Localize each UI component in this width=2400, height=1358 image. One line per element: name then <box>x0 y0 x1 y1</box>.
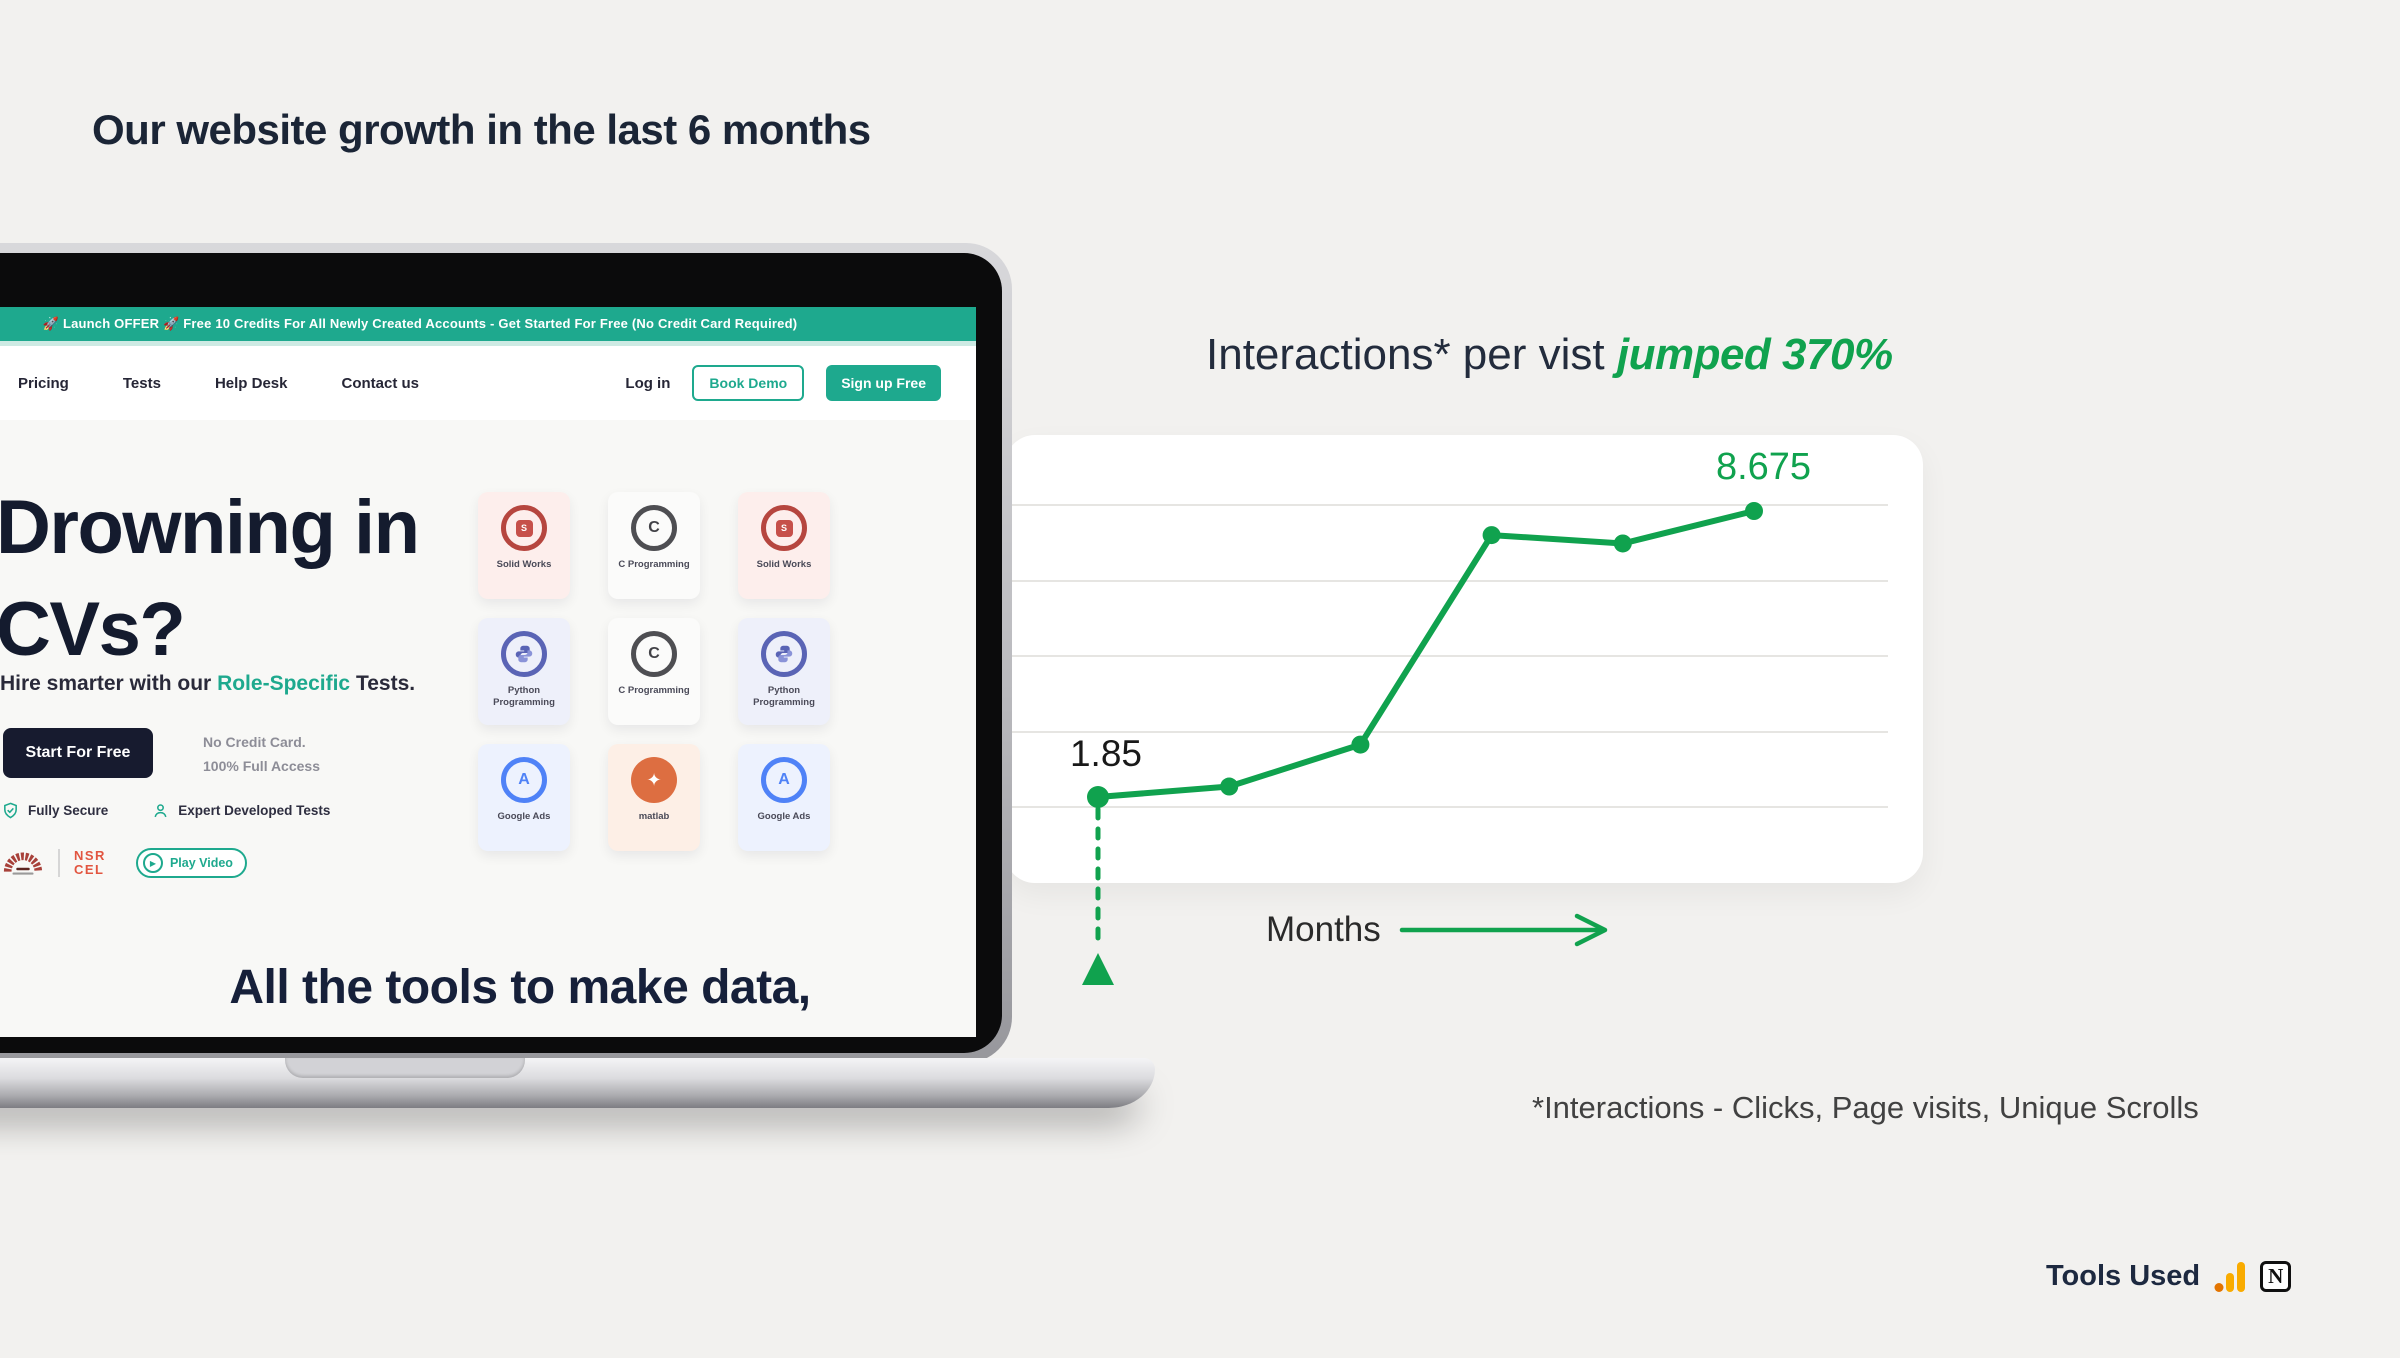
test-card-google-ads[interactable]: A Google Ads <box>478 744 570 851</box>
nsrcel-logo: NSR CEL <box>58 848 106 877</box>
nav-item-tests[interactable]: Tests <box>122 374 161 392</box>
banner-divider <box>0 341 976 346</box>
website-screenshot: 🚀 Launch OFFER 🚀 Free 10 Credits For All… <box>0 307 976 1037</box>
laptop-mockup: 🚀 Launch OFFER 🚀 Free 10 Credits For All… <box>0 243 1012 1063</box>
nav-item-contact[interactable]: Contact us <box>341 374 419 392</box>
tools-used-label: Tools Used <box>2046 1260 2201 1292</box>
test-card-c-programming[interactable]: C C Programming <box>608 618 700 725</box>
hero-bottom-headline: All the tools to make data, <box>229 961 811 1014</box>
solidworks-icon: S <box>761 505 807 551</box>
iimb-arch-logo <box>3 852 43 875</box>
hero-subline-highlight: Role-Specific <box>217 672 351 695</box>
nav-item-pricing[interactable]: Pricing <box>18 374 69 392</box>
test-card-solidworks[interactable]: S Solid Works <box>738 492 830 599</box>
test-card-python[interactable]: Python Programming <box>738 618 830 725</box>
chart-card <box>1005 435 1923 883</box>
hero-headline-line1: Drowning in <box>0 485 420 570</box>
test-card-google-ads[interactable]: A Google Ads <box>738 744 830 851</box>
trend-line <box>1095 508 1757 800</box>
tools-used: Tools Used N <box>2046 1260 2292 1293</box>
test-cards-grid: S Solid Works C C Programming S Solid Wo… <box>478 492 830 851</box>
x-axis-label: Months <box>1266 910 1634 950</box>
trust-row: Fully Secure Expert Developed Tests <box>2 802 330 819</box>
laptop-base <box>0 1058 1155 1108</box>
promo-banner: 🚀 Launch OFFER 🚀 Free 10 Credits For All… <box>0 307 976 341</box>
notion-icon: N <box>2260 1261 2292 1292</box>
c-language-icon: C <box>631 631 677 677</box>
chart-title: Interactions* per vist jumped 370% <box>1206 330 1893 380</box>
google-ads-icon: A <box>761 757 807 803</box>
google-analytics-icon <box>2214 1261 2246 1292</box>
play-video-button[interactable]: ▶ Play Video <box>135 848 247 878</box>
hero-headline-line2: CVs? <box>0 587 186 672</box>
trend-points <box>1087 502 1763 808</box>
chart-end-value: 8.675 <box>1715 446 1812 488</box>
footnote: *Interactions - Clicks, Page visits, Uni… <box>1532 1090 2199 1125</box>
test-card-c-programming[interactable]: C C Programming <box>608 492 700 599</box>
start-point-marker-triangle <box>1082 953 1114 985</box>
trust-label-expert: Expert Developed Tests <box>178 803 331 818</box>
test-card-matlab[interactable]: ✦ matlab <box>608 744 700 851</box>
site-navbar: Pricing Tests Help Desk Contact us Log i… <box>0 346 976 420</box>
trust-label-secure: Fully Secure <box>28 803 109 818</box>
solidworks-icon: S <box>501 505 547 551</box>
nsrcel-logo-line2: CEL <box>74 862 105 877</box>
hero-section: Drowning in CVs? Hire smarter with our R… <box>0 420 976 1037</box>
partner-logos: NSR CEL ▶ Play Video <box>2 848 247 878</box>
shield-icon <box>4 802 17 819</box>
cta-row: Start For Free No Credit Card. 100% Full… <box>3 728 320 778</box>
trust-item-secure: Fully Secure <box>2 802 108 819</box>
x-axis-label-text: Months <box>1266 910 1381 949</box>
nav-actions: Log in Book Demo Sign up Free <box>625 365 941 401</box>
start-for-free-button[interactable]: Start For Free <box>3 728 153 778</box>
matlab-icon: ✦ <box>631 757 677 803</box>
chart-start-value: 1.85 <box>1069 733 1142 774</box>
chart-title-highlight: jumped 370% <box>1616 330 1893 379</box>
c-language-icon: C <box>631 505 677 551</box>
python-icon <box>501 631 547 677</box>
test-card-solidworks[interactable]: S Solid Works <box>478 492 570 599</box>
page-title: Our website growth in the last 6 months <box>92 106 871 153</box>
hero-subline: Hire smarter with our Role-Specific Test… <box>0 672 415 696</box>
book-demo-button[interactable]: Book Demo <box>692 365 805 401</box>
hero-subline-suffix: Tests. <box>350 672 416 695</box>
cta-note-line1: No Credit Card. <box>203 734 306 750</box>
cta-note-line2: 100% Full Access <box>203 758 320 774</box>
login-link[interactable]: Log in <box>625 374 671 392</box>
x-axis-arrow-icon <box>1399 913 1608 947</box>
person-icon <box>154 804 167 818</box>
test-card-python[interactable]: Python Programming <box>478 618 570 725</box>
python-icon <box>761 631 807 677</box>
laptop-bezel: 🚀 Launch OFFER 🚀 Free 10 Credits For All… <box>0 253 1002 1053</box>
trust-item-expert: Expert Developed Tests <box>152 802 330 819</box>
hero-subline-prefix: Hire smarter with our <box>0 672 218 695</box>
google-ads-icon: A <box>501 757 547 803</box>
nav-item-help-desk[interactable]: Help Desk <box>214 374 288 392</box>
cta-notes: No Credit Card. 100% Full Access <box>203 728 320 778</box>
nsrcel-logo-line1: NSR <box>74 848 106 864</box>
chart-title-text: Interactions* per vist <box>1206 330 1617 379</box>
chart-gridlines <box>1005 504 1888 808</box>
signup-button[interactable]: Sign up Free <box>826 365 941 401</box>
laptop-base-notch <box>285 1058 525 1078</box>
play-icon: ▶ <box>142 853 163 873</box>
line-chart <box>1005 502 1888 985</box>
play-video-label: Play Video <box>169 856 233 870</box>
